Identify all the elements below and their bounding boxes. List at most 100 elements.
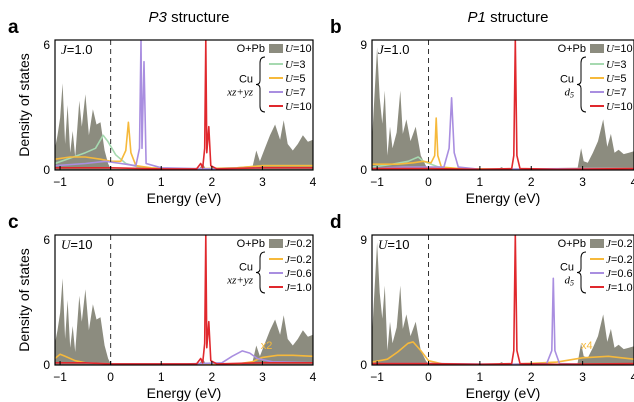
legend-group-label: Cu: [239, 74, 253, 86]
series-line-u-7: [372, 97, 634, 170]
legend-group-label: Cu: [560, 74, 574, 86]
series-line-u-10: [372, 40, 634, 170]
legend-group-label: Cu: [560, 262, 574, 274]
x-tick-label: 2: [528, 175, 535, 189]
panel-letter: b: [330, 17, 342, 38]
legend-background-swatch: [269, 44, 283, 53]
x-axis-label: Energy (eV): [147, 190, 222, 206]
axes-frame: [371, 39, 634, 171]
x-tick-label: −1: [53, 370, 67, 384]
legend-background-swatch: [590, 44, 604, 53]
legend-entry: U=10: [285, 101, 312, 113]
x-tick-label: 2: [208, 370, 215, 384]
legend-brace: [576, 251, 587, 294]
plot-area: [55, 235, 313, 365]
legend-background-key: J=0.2: [285, 238, 312, 250]
x-tick-label: 3: [579, 175, 586, 189]
x-axis-label: Energy (eV): [466, 190, 541, 206]
y-tick-label: 0: [43, 163, 50, 177]
plot-area: [372, 235, 634, 365]
axes-frame: [54, 234, 314, 366]
x-tick-label: 0: [107, 175, 114, 189]
series-line-j-1-0: [372, 235, 634, 365]
x-tick-label: 1: [158, 370, 165, 384]
y-tick-label: 0: [360, 163, 367, 177]
x-tick-label: −1: [370, 175, 384, 189]
legend-background-key: J=0.2: [606, 238, 633, 250]
x-tick-label: 2: [528, 370, 535, 384]
x-tick-label: −1: [370, 370, 384, 384]
o-pb-area: [55, 83, 313, 170]
x-axis-label: Energy (eV): [147, 385, 222, 401]
axes-frame: [371, 234, 634, 366]
parameter-label: U=10: [378, 237, 409, 252]
scale-annotation: x2: [261, 340, 273, 352]
x-tick-label: 1: [158, 175, 165, 189]
panel-b: −10123409Energy (eV)bP1 structureJ=1.0O+…: [330, 9, 634, 206]
legend-orbital: xz+yz: [226, 275, 253, 287]
legend-entry: U=3: [285, 59, 306, 71]
y-tick-label: 6: [43, 233, 50, 247]
x-tick-label: 2: [208, 175, 215, 189]
legend-orbital: d5: [565, 87, 575, 100]
series-line-j-1-0: [55, 235, 313, 365]
x-tick-label: 0: [425, 175, 432, 189]
y-tick-label: 0: [360, 358, 367, 372]
x-tick-label: 4: [310, 175, 317, 189]
o-pb-area: [372, 242, 634, 365]
legend-entry: J=1.0: [606, 282, 633, 294]
legend-orbital: d5: [565, 275, 575, 288]
x-tick-label: −1: [53, 175, 67, 189]
legend-brace: [576, 56, 587, 113]
legend-brace: [255, 56, 266, 113]
legend-entry: U=7: [285, 87, 306, 99]
legend-entry: U=7: [606, 87, 627, 99]
y-axis-label: Density of states: [16, 53, 32, 157]
y-tick-label: 6: [43, 38, 50, 52]
series-line-u-7: [55, 40, 313, 170]
parameter-label: J=1.0: [378, 42, 409, 57]
x-tick-label: 4: [310, 370, 317, 384]
column-title: P1 structure: [468, 9, 549, 26]
legend-entry: J=0.6: [606, 268, 633, 280]
legend-group-label: Cu: [239, 262, 253, 274]
column-title: P3 structure: [149, 9, 230, 26]
parameter-label: J=1.0: [61, 42, 92, 57]
legend-entry: U=5: [285, 73, 306, 85]
x-tick-label: 0: [425, 370, 432, 384]
x-axis-label: Energy (eV): [466, 385, 541, 401]
legend-background-label: O+Pb: [558, 43, 586, 55]
panel-letter: a: [8, 17, 19, 38]
legend-entry: J=0.2: [285, 254, 312, 266]
axes-frame: [54, 39, 314, 171]
series-line-u-10: [55, 40, 313, 170]
x-tick-label: 0: [107, 370, 114, 384]
panel-d: −10123409Energy (eV)dU=10x4O+PbJ=0.2J=0.…: [330, 212, 634, 401]
legend-entry: U=5: [606, 73, 627, 85]
legend-entry: J=1.0: [285, 282, 312, 294]
x-tick-label: 4: [631, 175, 634, 189]
y-tick-label: 9: [360, 233, 367, 247]
legend-entry: J=0.6: [285, 268, 312, 280]
plot-area: [372, 40, 634, 170]
legend-background-swatch: [590, 239, 604, 248]
legend-orbital: xz+yz: [226, 87, 253, 99]
y-tick-label: 0: [43, 358, 50, 372]
legend-entry: U=3: [606, 59, 627, 71]
plot-area: [55, 40, 313, 170]
x-tick-label: 3: [259, 370, 266, 384]
legend-background-label: O+Pb: [237, 238, 265, 250]
o-pb-area: [372, 47, 634, 170]
legend-entry: U=10: [606, 101, 633, 113]
panel-letter: d: [330, 212, 342, 233]
x-tick-label: 3: [259, 175, 266, 189]
legend-background-swatch: [269, 239, 283, 248]
legend-background-key: U=10: [285, 43, 312, 55]
x-tick-label: 3: [579, 370, 586, 384]
y-axis-label: Density of states: [16, 248, 32, 352]
x-tick-label: 1: [477, 370, 484, 384]
panel-letter: c: [8, 212, 19, 233]
series-line-j-0-2: [372, 341, 634, 365]
